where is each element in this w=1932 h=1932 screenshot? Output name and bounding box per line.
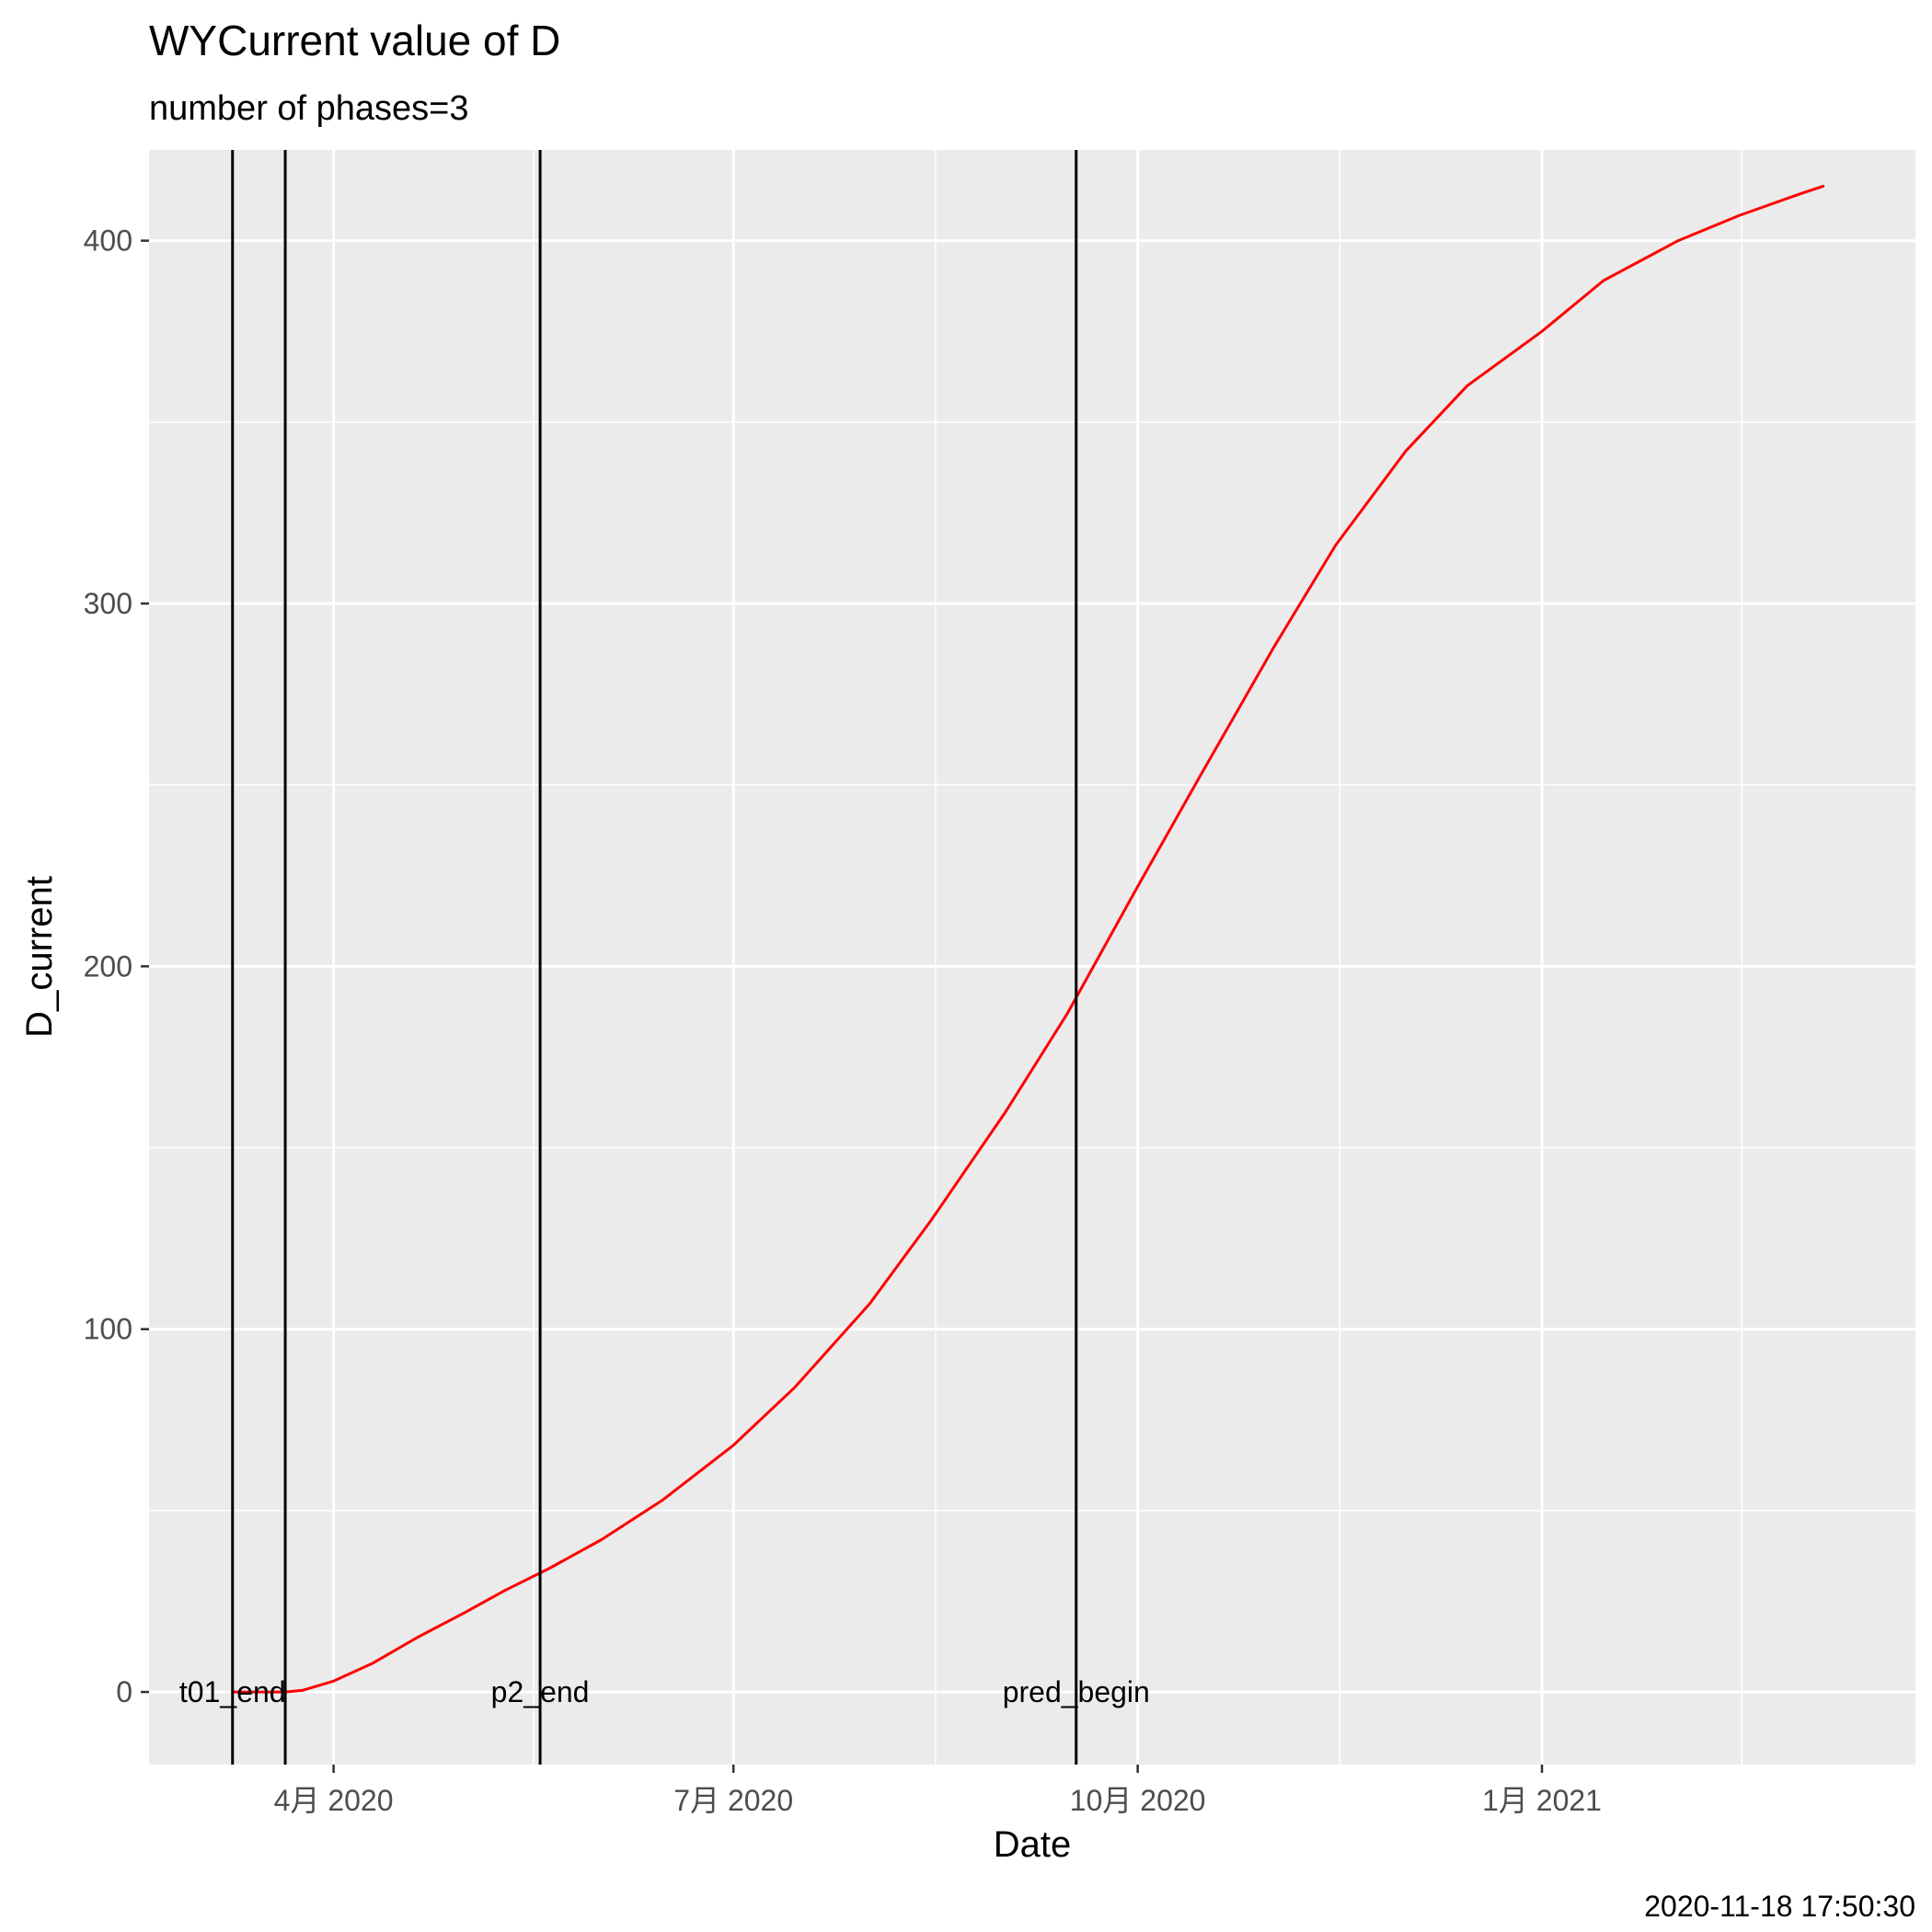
x-tick-label: 1月 2021: [1482, 1784, 1602, 1817]
x-tick-label: 7月 2020: [673, 1784, 793, 1817]
grid-major: [149, 150, 1915, 1765]
grid-minor: [149, 150, 1915, 1765]
series-line: [231, 184, 1825, 1694]
plot-panel: [149, 150, 1915, 1765]
x-axis-title: Date: [994, 1824, 1072, 1865]
phase-vline-label: pred_begin: [1003, 1675, 1150, 1708]
phase-vline-label: t01_end: [179, 1675, 286, 1708]
y-tick-label: 300: [84, 587, 132, 620]
y-tick-label: 100: [84, 1313, 132, 1346]
vline-layer: t01_end p2_end pred_begin: [179, 150, 1150, 1765]
chart-title: WYCurrent value of D: [149, 17, 560, 64]
chart-caption: 2020-11-18 17:50:30: [1644, 1890, 1915, 1923]
y-axis: 0 100 200 300 400: [84, 224, 149, 1708]
x-tick-label: 4月 2020: [274, 1784, 394, 1817]
phase-vline-label: p2_end: [491, 1675, 590, 1708]
y-tick-label: 200: [84, 949, 132, 983]
x-axis: 4月 2020 7月 2020 10月 2020 1月 2021: [274, 1765, 1602, 1817]
y-axis-title: D_current: [19, 876, 60, 1038]
chart-subtitle: number of phases=3: [149, 89, 469, 128]
y-tick-label: 0: [116, 1675, 132, 1708]
y-tick-label: 400: [84, 224, 132, 258]
series-layer: [231, 184, 1825, 1694]
x-tick-label: 10月 2020: [1070, 1784, 1206, 1817]
